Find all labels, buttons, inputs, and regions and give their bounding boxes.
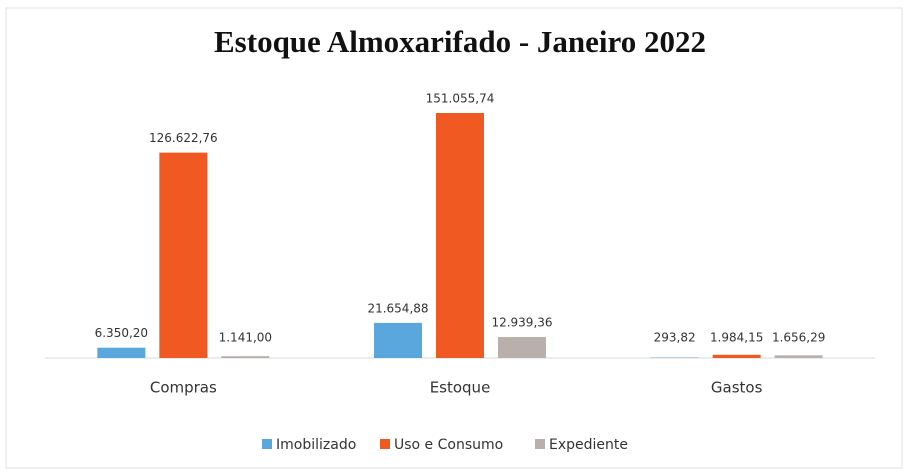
data-label: 1.656,29 bbox=[772, 331, 825, 345]
chart-title: Estoque Almoxarifado - Janeiro 2022 bbox=[214, 24, 706, 59]
data-label: 1.141,00 bbox=[219, 331, 272, 345]
bar bbox=[498, 337, 546, 358]
legend-label: Imobilizado bbox=[276, 437, 356, 453]
data-label: 1.984,15 bbox=[710, 331, 763, 345]
data-label: 12.939,36 bbox=[491, 316, 552, 330]
data-label: 151.055,74 bbox=[426, 92, 495, 106]
bar bbox=[436, 113, 484, 358]
bar bbox=[774, 355, 823, 358]
data-label: 126.622,76 bbox=[149, 131, 218, 145]
legend-swatch bbox=[535, 439, 545, 449]
bar bbox=[97, 347, 146, 358]
legend-label: Uso e Consumo bbox=[394, 437, 503, 453]
bar bbox=[221, 356, 270, 358]
data-label: 293,82 bbox=[654, 331, 696, 345]
legend-label: Expediente bbox=[549, 437, 628, 453]
legend-swatch bbox=[262, 439, 272, 449]
bar bbox=[374, 322, 422, 358]
legend-swatch bbox=[380, 439, 390, 449]
x-tick-label: Gastos bbox=[711, 379, 763, 397]
bar bbox=[712, 354, 761, 358]
x-tick-label: Estoque bbox=[430, 379, 491, 397]
chart-border bbox=[5, 7, 903, 469]
x-tick-label: Compras bbox=[150, 379, 217, 397]
data-label: 6.350,20 bbox=[95, 326, 148, 340]
bar bbox=[159, 152, 208, 358]
data-label: 21.654,88 bbox=[367, 301, 428, 315]
